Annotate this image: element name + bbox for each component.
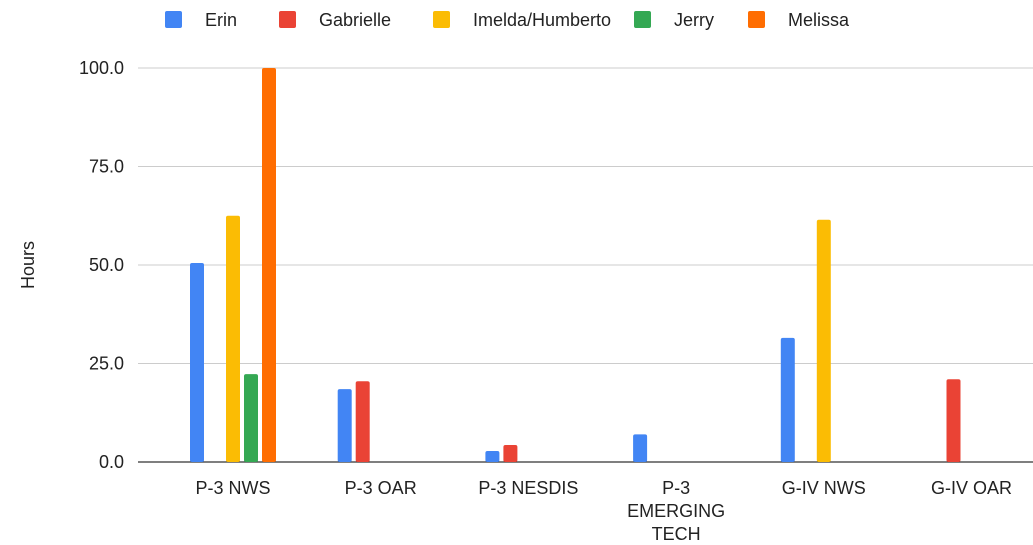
y-tick-label: 75.0 <box>89 157 124 177</box>
y-tick-label: 25.0 <box>89 354 124 374</box>
legend-label: Melissa <box>788 10 850 30</box>
bar-erin <box>337 389 352 462</box>
y-tick-label: 50.0 <box>89 255 124 275</box>
bar-erin <box>633 434 648 462</box>
legend-label: Erin <box>205 10 237 30</box>
legend-swatch <box>433 11 450 28</box>
legend-item: Melissa <box>748 10 850 30</box>
x-tick-label: P-3 OAR <box>345 478 417 498</box>
bar-melissa <box>262 68 276 462</box>
bar-imelda-humberto <box>816 219 831 462</box>
legend-swatch <box>634 11 651 28</box>
legend-label: Jerry <box>674 10 714 30</box>
legend-item: Imelda/Humberto <box>433 10 611 30</box>
bar-jerry <box>244 374 258 462</box>
bar-gabrielle <box>355 381 370 462</box>
bar-erin <box>190 263 204 462</box>
y-axis-title: Hours <box>18 241 38 289</box>
x-axis-ticks: P-3 NWS P-3 OAR P-3 NESDIS P-3 EMERGING TECH G… <box>195 478 1012 544</box>
x-tick-label: G-IV OAR <box>931 478 1012 498</box>
bar-imelda-humberto <box>226 215 240 462</box>
legend-item: Gabrielle <box>279 10 391 30</box>
legend-item: Erin <box>165 10 237 30</box>
x-tick-label: P-3 NESDIS <box>478 478 578 498</box>
x-tick-label: P-3 NWS <box>195 478 270 498</box>
bar-erin <box>780 337 795 462</box>
x-tick-label: G-IV NWS <box>782 478 866 498</box>
bar-gabrielle <box>503 445 518 462</box>
legend-swatch <box>279 11 296 28</box>
legend-label: Imelda/Humberto <box>473 10 611 30</box>
bar-gabrielle <box>946 379 961 462</box>
bars <box>190 68 961 462</box>
y-tick-label: 0.0 <box>99 452 124 472</box>
legend-item: Jerry <box>634 10 714 30</box>
bar-erin <box>485 450 500 462</box>
x-tick-label: P-3 EMERGING TECH <box>627 478 725 544</box>
legend: Erin Gabrielle Imelda/Humberto Jerry Melissa <box>165 10 850 30</box>
gridlines <box>138 67 1033 463</box>
legend-label: Gabrielle <box>319 10 391 30</box>
legend-swatch <box>748 11 765 28</box>
y-tick-label: 100.0 <box>79 58 124 78</box>
legend-swatch <box>165 11 182 28</box>
y-axis-ticks: 0.0 25.0 50.0 75.0 100.0 <box>79 58 124 472</box>
